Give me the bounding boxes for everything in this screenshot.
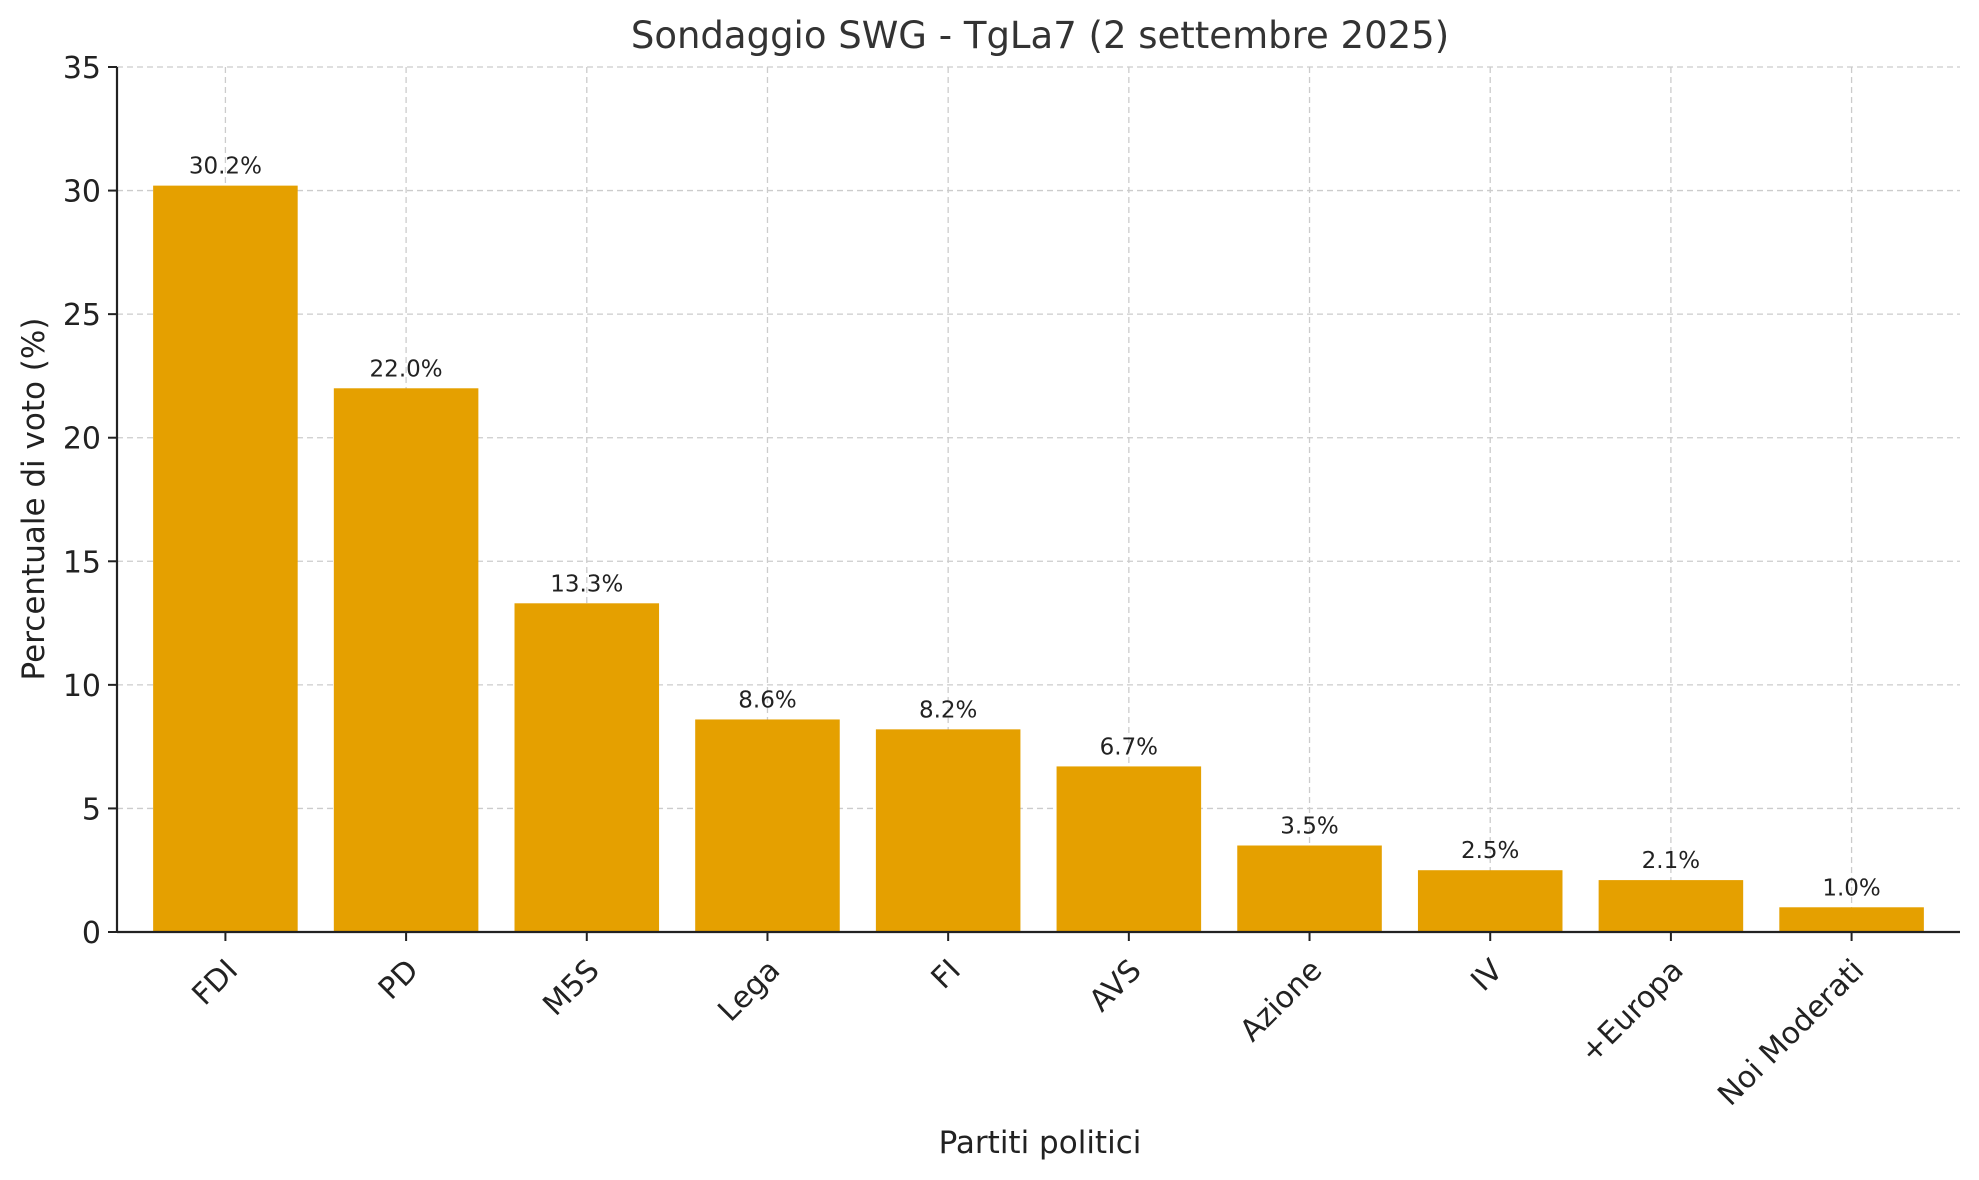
y-tick-label: 25 — [63, 298, 101, 333]
x-axis-label: Partiti politici — [939, 1125, 1142, 1161]
y-tick-label: 15 — [63, 545, 101, 580]
x-tick-label: FI — [925, 953, 968, 996]
bar — [153, 185, 298, 933]
x-tick-label: PD — [372, 953, 426, 1007]
x-tick-label: M5S — [536, 953, 606, 1023]
bar — [333, 388, 479, 932]
x-tick-label: Lega — [711, 953, 787, 1029]
bar — [1056, 766, 1202, 932]
bar — [1237, 845, 1382, 932]
bar — [695, 719, 840, 932]
bar — [875, 729, 1021, 932]
x-tick-label: +Europa — [1573, 953, 1690, 1070]
bar-value-label: 1.0% — [1822, 875, 1880, 901]
bar-value-label: 22.0% — [370, 356, 443, 382]
x-tick-label: FDI — [186, 953, 246, 1013]
bar — [1598, 880, 1744, 932]
y-tick-label: 35 — [63, 51, 101, 86]
x-tick-label: AVS — [1083, 953, 1149, 1019]
y-tick-label: 30 — [63, 175, 101, 210]
bar-value-label: 13.3% — [550, 571, 623, 597]
bar-value-label: 3.5% — [1280, 814, 1338, 840]
bar — [1779, 907, 1924, 932]
bar-value-label: 30.2% — [189, 154, 262, 180]
bar — [514, 603, 660, 932]
chart-title: Sondaggio SWG - TgLa7 (2 settembre 2025) — [631, 14, 1449, 57]
bar-value-label: 2.5% — [1461, 838, 1519, 864]
bars — [153, 185, 1924, 933]
y-tick-label: 20 — [63, 422, 101, 457]
bar-value-label: 2.1% — [1642, 848, 1700, 874]
y-tick-label: 5 — [82, 792, 101, 827]
x-tick-label: Noi Moderati — [1711, 953, 1871, 1113]
axes — [108, 66, 1960, 941]
y-tick-label: 0 — [82, 916, 101, 951]
y-tick-label: 10 — [63, 669, 101, 704]
x-tick-label: Azione — [1233, 953, 1329, 1049]
bar-value-label: 8.2% — [919, 697, 977, 723]
bar — [1417, 870, 1563, 932]
bar-value-label: 6.7% — [1100, 734, 1158, 760]
x-tick-label: IV — [1464, 953, 1510, 999]
y-axis-label: Percentuale di voto (%) — [16, 318, 52, 681]
bar-value-label: 8.6% — [738, 687, 796, 713]
